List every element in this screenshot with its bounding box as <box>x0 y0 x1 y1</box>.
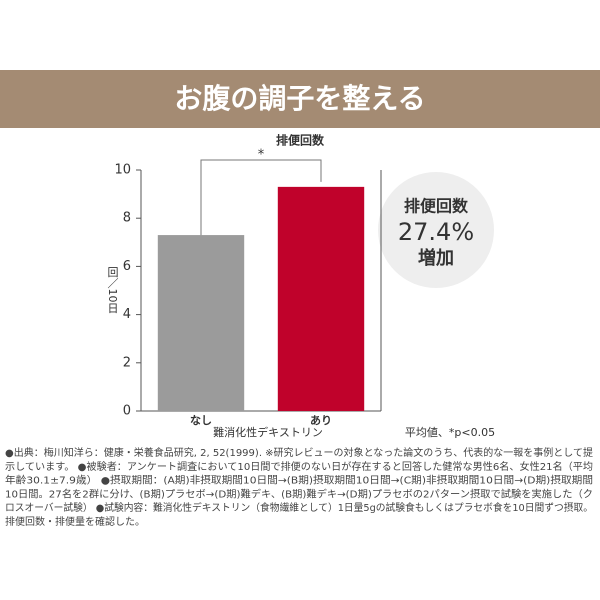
note: 平均値、*p<0.05 <box>405 426 495 439</box>
y-tick-label: 4 <box>123 307 131 322</box>
y-tick-label: 2 <box>123 355 131 370</box>
y-tick-label: 8 <box>123 211 131 226</box>
footnote-line: 排便回数・排便量を確認した。 <box>5 515 145 528</box>
callout-circle <box>378 172 494 288</box>
banner <box>0 70 600 128</box>
y-tick-label: 10 <box>114 163 131 178</box>
bar <box>157 235 245 411</box>
banner-title: お腹の調子を整える <box>174 82 425 115</box>
bar <box>277 186 365 411</box>
significance-bracket <box>200 159 322 236</box>
footnote-line: 10日間。27名を2群に分け、(B期)プラセボ→(D期)難デキ、(B期)難デキ→… <box>5 487 593 500</box>
significance-mark: * <box>258 148 265 163</box>
callout-text: 増加 <box>418 247 454 269</box>
footnote-line: 示しています。 ●被験者：アンケート調査において10日間で排便のない日が存在する… <box>5 460 593 473</box>
footnote-line: ロスオーバー試験） ●試験内容：難消化性デキストリン（食物繊維として）1日量5g… <box>5 501 593 514</box>
x-axis-label: 難消化性デキストリン <box>213 425 323 439</box>
y-axis-label: 回／10日 <box>106 266 119 313</box>
callout-label: 排便回数 <box>404 197 469 216</box>
footnote-line: 年齢30.1±7.9歳） ●摂取期間：(A期)非摂取期間10日間→(B期)摂取期… <box>5 474 593 487</box>
y-tick-label: 0 <box>123 404 131 419</box>
chart-title: 排便回数 <box>276 133 325 148</box>
x-tick-label: なし <box>190 414 212 427</box>
y-tick-label: 6 <box>123 259 131 274</box>
callout-value: 27.4% <box>398 218 474 246</box>
x-tick-label: あり <box>310 414 332 427</box>
footnote-line: ●出典：梅川知洋ら：健康・栄養食品研究, 2, 52(1999). ※研究レビュ… <box>5 446 593 459</box>
